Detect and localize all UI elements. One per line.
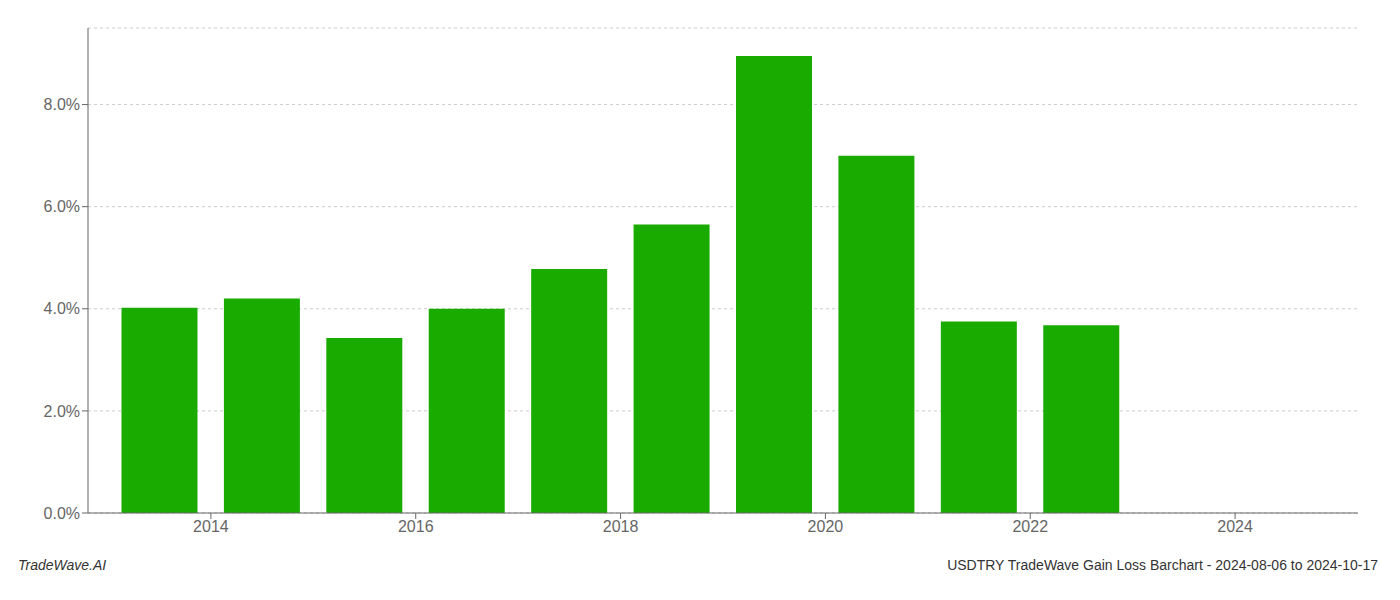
html-text:USDTRY TradeWave Gain Loss Bar: USDTRY TradeWave Gain Loss Barchart - 20…	[947, 557, 1378, 573]
svg-text:2022: 2022	[1012, 518, 1048, 535]
svg-text:0.0%: 0.0%	[44, 505, 80, 522]
svg-text:8.0%: 8.0%	[44, 96, 80, 113]
svg-text:2018: 2018	[603, 518, 639, 535]
html-text:TradeWave.AI: TradeWave.AI	[18, 557, 107, 573]
svg-text:2016: 2016	[398, 518, 434, 535]
svg-text:4.0%: 4.0%	[44, 300, 80, 317]
svg-text:2014: 2014	[193, 518, 229, 535]
svg-text:2024: 2024	[1217, 518, 1253, 535]
svg-text:2020: 2020	[808, 518, 844, 535]
svg-text:2.0%: 2.0%	[44, 403, 80, 420]
svg-text:6.0%: 6.0%	[44, 198, 80, 215]
